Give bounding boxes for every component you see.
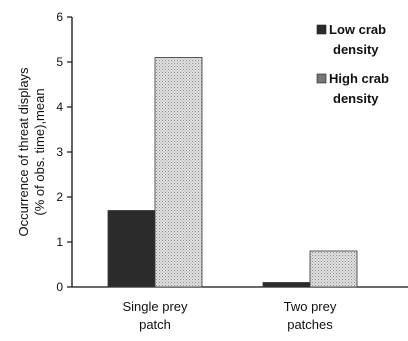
legend: Low crab density High crab density (316, 22, 389, 106)
legend-label-high: High crab density (329, 71, 389, 106)
y-tick-label: 4 (56, 100, 63, 114)
bars (107, 57, 358, 288)
bar-high-density-2 (309, 250, 358, 288)
x-tick-label: Single prey patch (122, 299, 188, 332)
y-ticks: 0 1 2 3 4 5 6 (56, 10, 72, 294)
legend-swatch-high (316, 73, 327, 84)
bar-low-density-2 (262, 282, 311, 288)
legend-label-low: Low crab density (329, 22, 386, 57)
y-tick-label: 0 (56, 280, 63, 294)
x-tick-label: Two prey patches (284, 299, 337, 332)
y-tick-label: 5 (56, 55, 63, 69)
bar-high-density-1 (154, 57, 203, 288)
y-tick-label: 6 (56, 10, 63, 24)
x-labels: Single prey patch Two prey patches (122, 299, 336, 332)
y-axis-label: Occurrence of threat displays(% of obs. … (16, 67, 47, 237)
bar-low-density-1 (107, 210, 156, 288)
y-tick-label: 2 (56, 190, 63, 204)
y-tick-label: 3 (56, 145, 63, 159)
y-tick-label: 1 (56, 235, 63, 249)
plot-area: 0 1 2 3 4 5 6 Single prey patch Two prey patches (56, 10, 408, 332)
legend-swatch-low (316, 24, 327, 35)
